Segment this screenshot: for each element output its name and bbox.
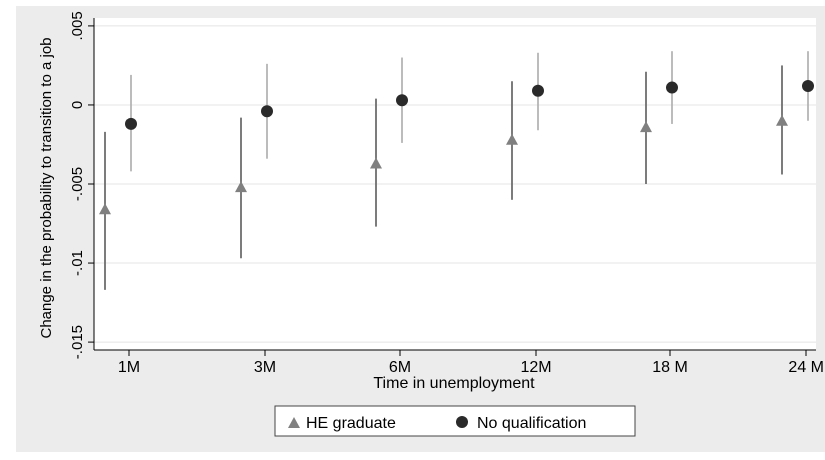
legend: HE graduate No qualification bbox=[274, 405, 636, 437]
x-axis-title: Time in unemployment bbox=[373, 375, 535, 392]
legend-marker-no-qualification bbox=[456, 416, 468, 428]
legend-marker-he-graduate bbox=[288, 417, 300, 428]
y-tick-label: -.01 bbox=[69, 250, 86, 276]
y-tick-label: 0 bbox=[69, 101, 86, 109]
point-he-graduate bbox=[640, 121, 652, 133]
x-tick-label: 3M bbox=[254, 359, 276, 376]
data-series bbox=[99, 51, 814, 290]
grid-lines bbox=[94, 25, 816, 343]
y-tick-label: -.015 bbox=[69, 325, 86, 359]
y-tick-label: .005 bbox=[69, 11, 86, 40]
x-tick-label: 6M bbox=[389, 359, 411, 376]
point-he-graduate bbox=[506, 133, 518, 145]
x-tick-label: 18 M bbox=[652, 359, 688, 376]
y-tick-label: -.005 bbox=[69, 167, 86, 201]
legend-label-no-qualification: No qualification bbox=[477, 415, 586, 432]
legend-box bbox=[274, 405, 636, 437]
point-he-graduate bbox=[99, 203, 111, 215]
y-axis-title: Change in the probability to transition … bbox=[38, 37, 55, 338]
x-ticks: 1M 3M 6M 12M 18 M 24 M bbox=[118, 350, 824, 376]
point-no-qualification bbox=[396, 94, 408, 107]
point-no-qualification bbox=[532, 84, 544, 97]
x-tick-label: 12M bbox=[520, 359, 551, 376]
point-no-qualification bbox=[802, 79, 814, 92]
point-he-graduate bbox=[370, 157, 382, 169]
x-tick-label: 24 M bbox=[788, 359, 824, 376]
legend-label-he-graduate: HE graduate bbox=[306, 415, 396, 432]
point-no-qualification bbox=[666, 81, 678, 94]
point-no-qualification bbox=[261, 105, 273, 118]
point-he-graduate bbox=[776, 114, 788, 126]
x-tick-label: 1M bbox=[118, 359, 140, 376]
y-ticks: .005 0 -.005 -.01 -.015 bbox=[69, 11, 94, 359]
point-he-graduate bbox=[235, 181, 247, 193]
point-no-qualification bbox=[125, 117, 137, 130]
